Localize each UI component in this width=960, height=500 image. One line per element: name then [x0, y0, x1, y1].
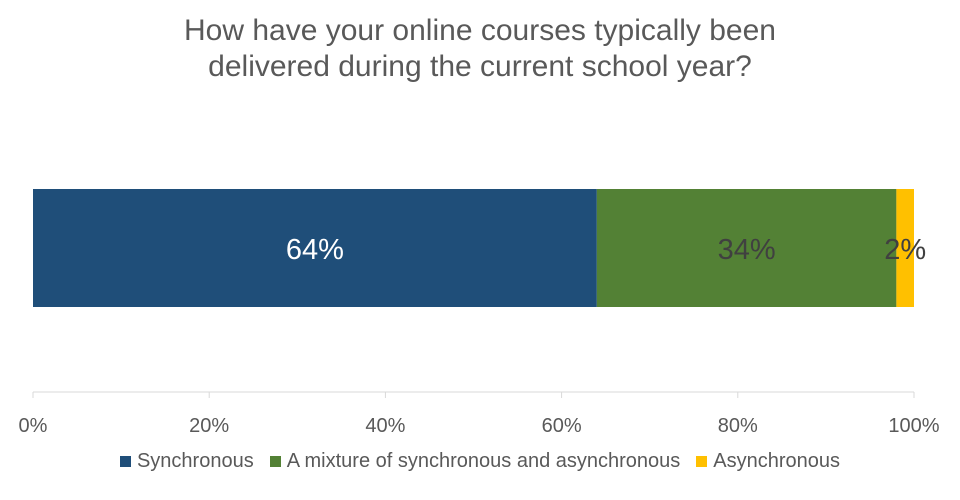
bar-segment-1: [596, 189, 897, 307]
chart-title-line-1: How have your online courses typically b…: [184, 14, 776, 47]
x-tick-label-4: 80%: [718, 415, 758, 437]
legend-swatch-mixture: [269, 456, 281, 467]
chart-legend: Synchronous A mixture of synchronous and…: [0, 450, 960, 473]
legend-label-asynchronous: Asynchronous: [713, 450, 841, 472]
legend-swatch-synchronous: [119, 456, 131, 467]
x-tick-label-3: 60%: [542, 415, 582, 437]
x-tick-label-0: 0%: [19, 415, 48, 437]
x-tick-label-5: 100%: [888, 415, 939, 437]
bar-segment-0: [33, 189, 597, 307]
legend-swatch-asynchronous: [696, 456, 708, 467]
chart-title-line-2: delivered during the current school year…: [208, 50, 752, 83]
x-tick-label-1: 20%: [189, 415, 229, 437]
legend-label-synchronous: Synchronous: [136, 450, 254, 472]
data-label-2: 2%: [884, 234, 926, 266]
x-tick-label-2: 40%: [365, 415, 405, 437]
bar-segment-2: [896, 189, 914, 307]
legend-label-mixture: A mixture of synchronous and asynchronou…: [286, 450, 681, 472]
legend-item-synchronous: Synchronous: [119, 450, 254, 473]
data-label-1: 34%: [718, 234, 776, 266]
legend-item-asynchronous: Asynchronous: [696, 450, 840, 473]
legend-item-mixture: A mixture of synchronous and asynchronou…: [269, 450, 681, 473]
data-label-0: 64%: [286, 234, 344, 266]
